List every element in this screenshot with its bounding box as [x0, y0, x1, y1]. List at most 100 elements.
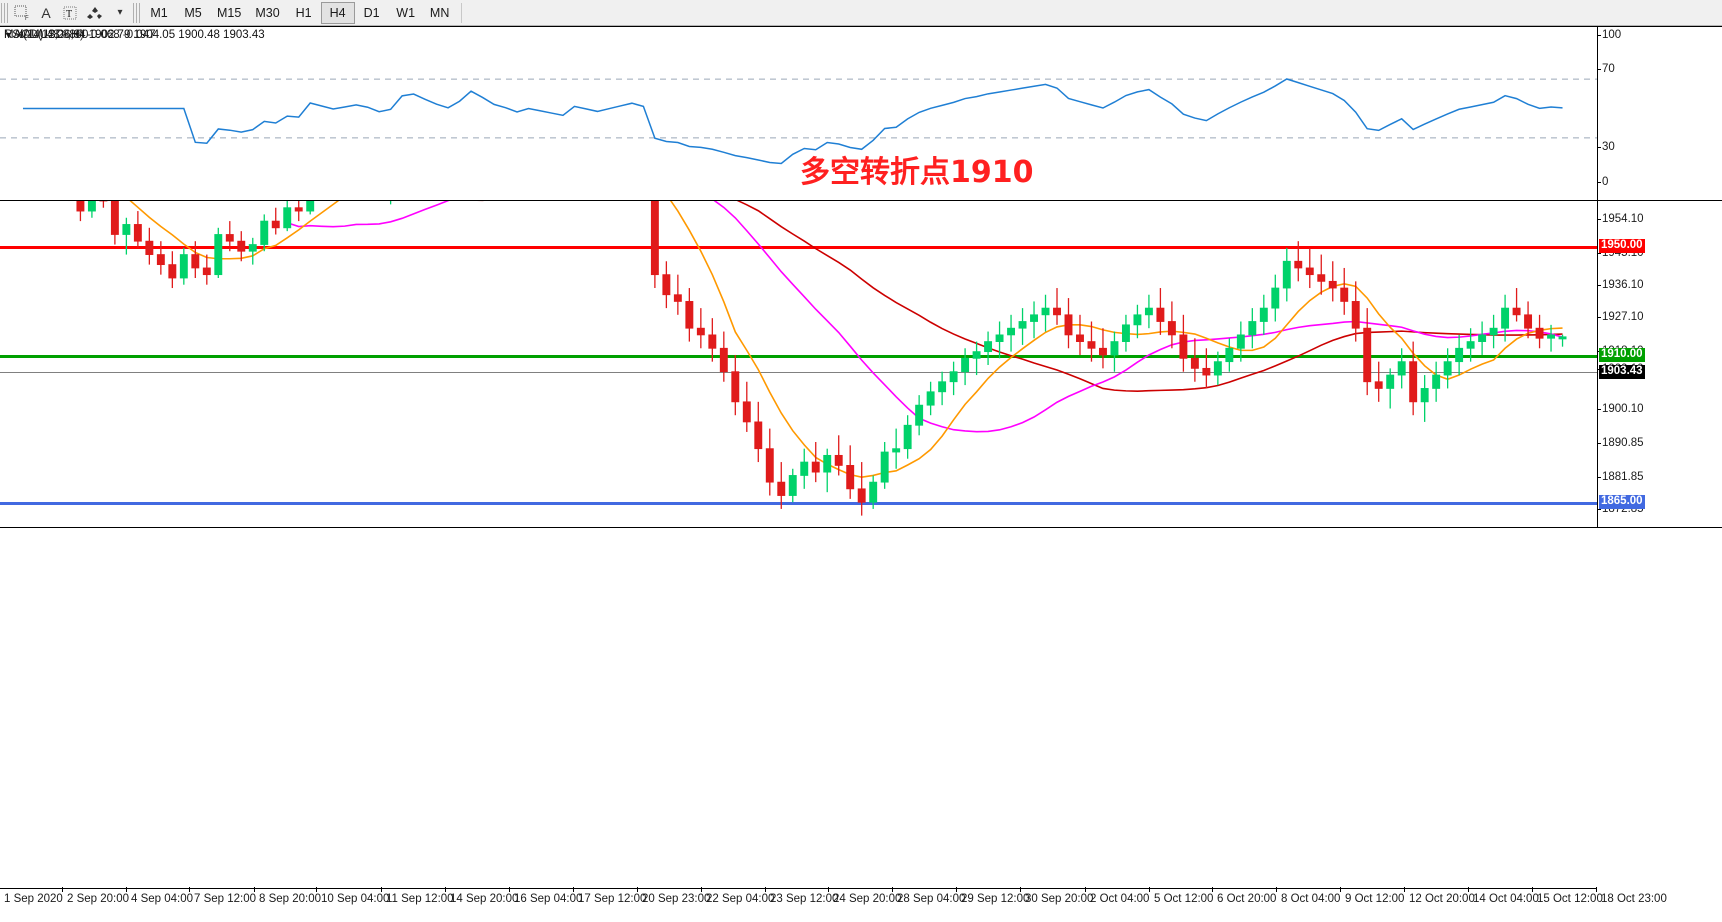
time-tick-11: 22 Sep 04:00 — [701, 887, 774, 905]
timeframe-group-handle[interactable] — [133, 2, 140, 23]
time-tick-3: 7 Sep 12:00 — [189, 887, 256, 905]
time-tick-mark — [445, 887, 446, 892]
shapes-glyph — [87, 6, 102, 19]
time-tick-mark — [316, 887, 317, 892]
time-tick-21: 9 Oct 12:00 — [1340, 887, 1404, 905]
time-tick-mark — [637, 887, 638, 892]
time-tick-mark — [1596, 887, 1597, 892]
time-tick-mark — [1149, 887, 1150, 892]
rsi-tick-1: 70 — [1598, 63, 1615, 75]
time-tick-17: 2 Oct 04:00 — [1085, 887, 1149, 905]
time-tick-mark — [701, 887, 702, 892]
time-tick-2: 4 Sep 04:00 — [126, 887, 193, 905]
time-tick-mark — [573, 887, 574, 892]
time-tick-mark — [828, 887, 829, 892]
text-a-icon[interactable]: A — [41, 4, 51, 21]
time-tick-4: 8 Sep 20:00 — [254, 887, 321, 905]
rsi-tick-0: 100 — [1597, 29, 1622, 41]
level-line-1950[interactable] — [0, 246, 1597, 249]
symbol-info-bar: ▼ XAUUSD-,H4 1902.79 1904.05 1900.48 1903… — [0, 29, 265, 41]
time-tick-mark — [189, 887, 190, 892]
time-tick-mark — [1085, 887, 1086, 892]
time-tick-13: 24 Sep 20:00 — [828, 887, 901, 905]
price-tick-6: 1936.10 — [1598, 279, 1644, 291]
price-tick-4: 1954.10 — [1598, 213, 1644, 225]
toolbar-separator — [460, 2, 462, 23]
level-line-1910[interactable] — [0, 355, 1597, 358]
time-tick-mark — [1212, 887, 1213, 892]
text-label-glyph: T — [63, 6, 77, 20]
time-tick-15: 29 Sep 12:00 — [956, 887, 1029, 905]
time-tick-mark — [126, 887, 127, 892]
timeframe-w1[interactable]: W1 — [396, 5, 416, 20]
time-tick-mark — [1340, 887, 1341, 892]
timeframe-mn[interactable]: MN — [429, 5, 450, 20]
time-tick-mark — [254, 887, 255, 892]
timeframe-m1[interactable]: M1 — [150, 5, 168, 20]
timeframe-m30[interactable]: M30 — [255, 5, 280, 20]
time-tick-mark — [1468, 887, 1469, 892]
time-tick-mark — [1404, 887, 1405, 892]
rsi-tick-3: 0 — [1597, 176, 1609, 188]
symbol-info-text: XAUUSD-,H4 1902.79 1904.05 1900.48 1903.… — [15, 29, 265, 41]
symbol-caret-icon[interactable]: ▼ — [4, 30, 13, 40]
time-tick-16: 30 Sep 20:00 — [1020, 887, 1093, 905]
price-tag-resistance-1950[interactable]: 1950.00 — [1599, 239, 1645, 253]
rsi-label: RSI(14) 48.8800 — [4, 29, 89, 41]
time-tick-19: 6 Oct 20:00 — [1212, 887, 1276, 905]
price-tick-7: 1927.10 — [1598, 311, 1644, 323]
time-tick-0: 1 Sep 2020 — [4, 893, 63, 905]
shapes-icon[interactable] — [82, 2, 108, 24]
time-tick-mark — [381, 887, 382, 892]
dropdown-arrow-icon[interactable]: ▾ — [117, 7, 123, 18]
time-tick-23: 14 Oct 04:00 — [1468, 887, 1539, 905]
timeframe-d1[interactable]: D1 — [363, 5, 380, 20]
macd-label: MACD(12,26,9) -0.068 -0.047 — [4, 29, 156, 41]
rsi-series-layer — [0, 78, 1597, 165]
timeframe-h1[interactable]: H1 — [295, 5, 312, 20]
chart-area[interactable]: ▼ XAUUSD-,H4 1902.79 1904.05 1900.48 1903… — [0, 26, 1722, 922]
price-tick-12: 1881.85 — [1598, 471, 1644, 483]
rsi-tick-2: 30 — [1598, 141, 1615, 153]
time-tick-20: 8 Oct 04:00 — [1276, 887, 1340, 905]
time-tick-1: 2 Sep 20:00 — [62, 887, 129, 905]
time-tick-mark — [1532, 887, 1533, 892]
time-tick-8: 16 Sep 04:00 — [509, 887, 582, 905]
time-tick-6: 11 Sep 12:00 — [381, 887, 454, 905]
level-line-1865[interactable] — [0, 502, 1597, 505]
price-tag-pivot-1910[interactable]: 1910.00 — [1599, 348, 1645, 362]
rsi-pane[interactable]: RSI(14) 48.8800 100 70 30 0 — [0, 26, 1722, 201]
time-tick-18: 5 Oct 12:00 — [1149, 887, 1213, 905]
svg-text:F: F — [25, 16, 29, 21]
price-tag-last-price[interactable]: 1903.43 — [1599, 365, 1645, 379]
timeframe-h4[interactable]: H4 — [320, 1, 355, 24]
timeframe-m5[interactable]: M5 — [184, 5, 202, 20]
crosshair-glyph: F — [14, 5, 29, 21]
time-tick-mark — [1276, 887, 1277, 892]
time-tick-mark — [892, 887, 893, 892]
time-tick-5: 10 Sep 04:00 — [316, 887, 389, 905]
time-tick-22: 12 Oct 20:00 — [1404, 887, 1475, 905]
chart-annotation-text: 多空转折点1910 — [800, 155, 1034, 190]
time-tick-mark — [765, 887, 766, 892]
time-axis-rule — [0, 888, 1597, 889]
svg-text:T: T — [66, 9, 72, 20]
time-tick-24: 15 Oct 12:00 — [1532, 887, 1603, 905]
time-tick-mark — [1020, 887, 1021, 892]
text-label-icon[interactable]: T — [58, 2, 82, 24]
time-tick-7: 14 Sep 20:00 — [445, 887, 518, 905]
toolbar: F A T ▾ M1 M5 M15 M30 H1 H4 D1 W1 MN — [0, 0, 1722, 26]
time-tick-25: 18 Oct 23:00 — [1596, 887, 1667, 905]
time-axis[interactable]: 1 Sep 2020 2 Sep 20:00 4 Sep 04:00 7 Sep 12… — [0, 887, 1722, 922]
timeframe-m15[interactable]: M15 — [217, 5, 242, 20]
time-tick-12: 23 Sep 12:00 — [765, 887, 838, 905]
toolbar-drag-handle[interactable] — [1, 2, 8, 23]
crosshair-icon[interactable]: F — [10, 2, 34, 24]
rsi-scale[interactable]: 100 70 30 0 — [1597, 27, 1722, 200]
price-tick-11: 1890.85 — [1598, 437, 1644, 449]
price-tick-10: 1900.10 — [1598, 403, 1644, 415]
time-tick-14: 28 Sep 04:00 — [892, 887, 965, 905]
time-tick-10: 20 Sep 23:00 — [637, 887, 710, 905]
rsi-plot[interactable] — [0, 27, 1597, 200]
price-tag-support-1865[interactable]: 1865.00 — [1599, 495, 1645, 509]
